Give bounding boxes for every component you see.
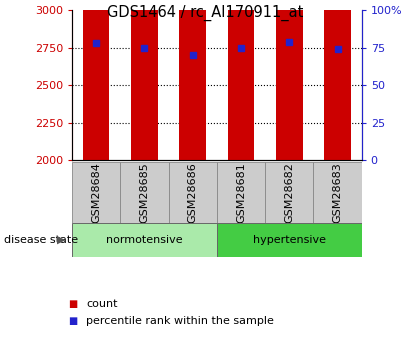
Bar xyxy=(131,0,158,160)
Bar xyxy=(324,0,351,160)
Text: ■: ■ xyxy=(68,299,77,308)
Text: GSM28684: GSM28684 xyxy=(91,162,101,223)
Bar xyxy=(72,162,120,223)
Text: percentile rank within the sample: percentile rank within the sample xyxy=(86,316,274,326)
Text: ■: ■ xyxy=(68,316,77,326)
Text: ▶: ▶ xyxy=(57,235,66,245)
Text: GSM28682: GSM28682 xyxy=(284,162,294,223)
Text: hypertensive: hypertensive xyxy=(253,235,326,245)
Bar xyxy=(228,0,254,160)
Bar xyxy=(217,162,265,223)
Bar xyxy=(72,223,217,257)
Bar xyxy=(314,162,362,223)
Bar xyxy=(217,223,362,257)
Text: GSM28686: GSM28686 xyxy=(188,162,198,223)
Text: disease state: disease state xyxy=(4,235,78,245)
Bar xyxy=(120,162,169,223)
Bar xyxy=(276,0,302,160)
Text: GDS1464 / rc_AI170911_at: GDS1464 / rc_AI170911_at xyxy=(107,5,304,21)
Bar xyxy=(179,0,206,160)
Bar xyxy=(83,0,109,160)
Text: GSM28681: GSM28681 xyxy=(236,162,246,223)
Text: count: count xyxy=(86,299,118,308)
Bar xyxy=(265,162,314,223)
Text: GSM28683: GSM28683 xyxy=(332,162,342,223)
Text: GSM28685: GSM28685 xyxy=(139,162,149,223)
Text: normotensive: normotensive xyxy=(106,235,182,245)
Bar xyxy=(169,162,217,223)
